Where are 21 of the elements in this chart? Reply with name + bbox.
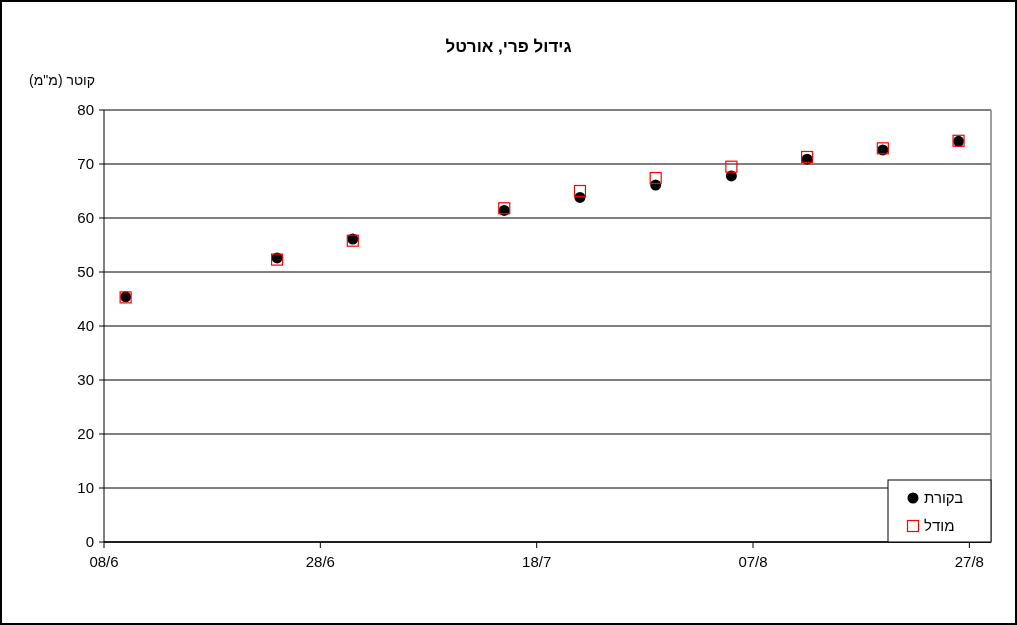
point [649, 171, 662, 185]
chart-title: גידול פרי, אורטל [445, 37, 572, 56]
y-tick-label: 70 [77, 155, 94, 172]
y-tick-label: 40 [77, 317, 94, 334]
y-tick-label: 30 [77, 371, 94, 388]
legend-label: בקורת [924, 489, 964, 506]
y-tick-label: 50 [77, 263, 94, 280]
x-tick-label: 28/6 [305, 553, 335, 570]
y-tick-label: 10 [77, 479, 94, 496]
x-tick-label: 18/7 [522, 553, 552, 570]
y-axis-title: קוטר (מ"מ) [29, 72, 95, 88]
x-tick-label: 07/8 [738, 553, 768, 570]
point [725, 160, 738, 173]
y-tick-label: 20 [77, 425, 94, 442]
x-tick-label: 27/8 [954, 553, 984, 570]
legend-label: מודל [924, 517, 955, 534]
y-tick-label: 80 [77, 101, 94, 118]
y-tick-label: 60 [77, 209, 94, 226]
y-tick-label: 0 [85, 533, 94, 550]
x-tick-label: 08/6 [89, 553, 119, 570]
point [573, 184, 587, 198]
